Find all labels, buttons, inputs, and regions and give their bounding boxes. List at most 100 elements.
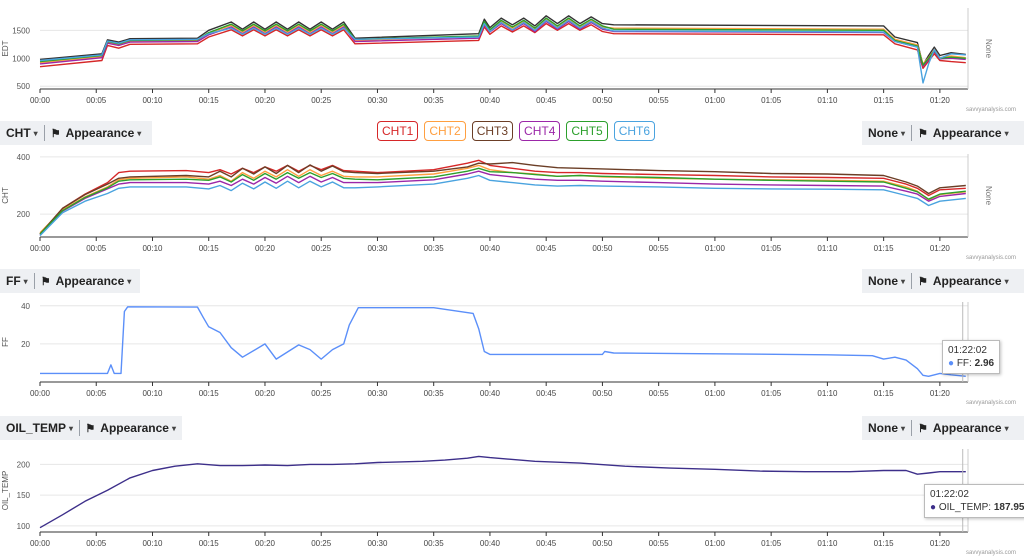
x-tick-label: 00:05 <box>86 389 107 398</box>
tooltip-time: 01:22:02 <box>948 345 987 356</box>
x-tick-label: 00:45 <box>536 244 557 253</box>
x-tick-label: 01:00 <box>705 389 726 398</box>
tooltip-value: 2.96 <box>974 358 995 369</box>
series-dot-icon: ● <box>948 358 955 369</box>
cht-metric-select[interactable]: CHT ▾ <box>0 126 44 140</box>
appearance-label: Appearance <box>100 421 169 435</box>
legend-item-cht1[interactable]: CHT1 <box>377 121 419 141</box>
oil-right-axis-select[interactable]: None ▾ <box>862 421 911 435</box>
x-tick-label: 00:20 <box>255 539 276 548</box>
watermark: savvyanalysis.com <box>966 550 1016 556</box>
legend-label: CHT6 <box>618 124 651 138</box>
divider <box>911 125 913 141</box>
x-tick-label: 01:00 <box>705 539 726 548</box>
x-tick-label: 00:45 <box>536 539 557 548</box>
x-tick-label: 01:05 <box>761 539 782 548</box>
x-tick-label: 00:10 <box>142 389 163 398</box>
ff-metric-select[interactable]: FF ▾ <box>0 274 34 288</box>
ff-appearance-button[interactable]: ⚑ Appearance ▾ <box>35 274 138 288</box>
y-tick-label: 40 <box>21 302 30 311</box>
x-tick-label: 00:10 <box>142 539 163 548</box>
x-tick-label: 00:55 <box>649 539 670 548</box>
appearance-label: Appearance <box>932 421 1002 435</box>
cht-right-controls: None ▾ ⚑ Appearance ▾ <box>862 121 1024 145</box>
x-tick-label: 00:40 <box>480 539 501 548</box>
x-tick-label: 00:55 <box>649 96 670 105</box>
cht-right-appearance-button[interactable]: ⚑ Appearance ▾ <box>912 126 1015 140</box>
y-tick-label: 1000 <box>12 54 30 63</box>
divider <box>911 420 913 436</box>
x-tick-label: 01:10 <box>817 96 838 105</box>
oil-chart[interactable]: 100 150 200 00:00 00:05 00:10 00:15 00:20 00:25 0… <box>0 443 1024 557</box>
x-tick-label: 00:15 <box>199 389 220 398</box>
series-line-cht5 <box>39 167 966 235</box>
ff-chart[interactable]: 20 40 00:00 00:05 00:10 00:15 00:20 00:25 00:30 0… <box>0 296 1024 412</box>
chevron-down-icon: ▾ <box>69 423 74 433</box>
x-tick-label: 00:50 <box>592 244 613 253</box>
legend-item-cht4[interactable]: CHT4 <box>519 121 561 141</box>
x-tick-label: 00:55 <box>649 389 670 398</box>
divider <box>43 125 45 141</box>
y-tick-label: 100 <box>17 522 31 531</box>
ff-right-appearance-button[interactable]: ⚑ Appearance ▾ <box>912 274 1015 288</box>
right-axis-label: None <box>868 421 898 435</box>
tooltip-value-row: ● OIL_TEMP: 187.95 <box>930 501 1024 514</box>
ff-toolbar: FF ▾ ⚑ Appearance ▾ None ▾ ⚑ Appearance ▾ <box>0 269 1024 293</box>
x-tick-label: 01:15 <box>874 539 895 548</box>
oil-right-appearance-button[interactable]: ⚑ Appearance ▾ <box>912 421 1015 435</box>
x-tick-label: 00:00 <box>30 244 51 253</box>
chevron-down-icon: ▾ <box>23 276 28 286</box>
legend-label: CHT4 <box>524 124 556 138</box>
x-tick-label: 00:25 <box>311 244 332 253</box>
ff-right-axis-select[interactable]: None ▾ <box>862 274 911 288</box>
oil-metric-label: OIL_TEMP <box>6 421 67 435</box>
series-line <box>40 306 966 378</box>
y-axis-label: CHT <box>1 187 10 204</box>
right-axis-label: None <box>868 126 898 140</box>
x-tick-label: 00:15 <box>199 539 220 548</box>
x-tick-label: 00:10 <box>142 96 163 105</box>
appearance-label: Appearance <box>55 274 125 288</box>
legend-label: CHT5 <box>571 124 603 138</box>
x-tick-label: 00:05 <box>86 244 107 253</box>
egt-chart[interactable]: 500 1000 1500 00:00 00:05 00:10 00:15 00:20 00:2… <box>0 0 1024 113</box>
series-line-cht3 <box>39 161 966 235</box>
cht-right-axis-select[interactable]: None ▾ <box>862 126 911 140</box>
x-tick-label: 00:20 <box>255 389 276 398</box>
legend-label: CHT3 <box>476 124 509 138</box>
tag-icon: ⚑ <box>918 127 928 140</box>
oil-metric-select[interactable]: OIL_TEMP ▾ <box>0 421 79 435</box>
series-dot-icon: ● <box>930 502 937 513</box>
x-tick-label: 00:40 <box>480 389 501 398</box>
x-tick-label: 00:15 <box>199 244 220 253</box>
legend-label: CHT1 <box>382 124 414 138</box>
legend-item-cht5[interactable]: CHT5 <box>566 121 608 141</box>
legend-item-cht2[interactable]: CHT2 <box>424 121 466 141</box>
series-line-cht1 <box>39 159 966 235</box>
legend-item-cht6[interactable]: CHT6 <box>613 121 656 141</box>
cht-chart[interactable]: 200 400 00:00 00:05 00:10 00:15 00:20 00:25 00:3… <box>0 148 1024 262</box>
series-line <box>39 17 966 66</box>
divider <box>911 273 913 289</box>
y-tick-label: 150 <box>17 491 31 500</box>
x-tick-label: 00:50 <box>592 389 613 398</box>
series-line-cht6 <box>39 174 966 237</box>
series-line <box>39 22 966 70</box>
x-tick-label: 00:10 <box>142 244 163 253</box>
series-line <box>39 455 966 529</box>
ff-right-controls: None ▾ ⚑ Appearance ▾ <box>862 269 1024 293</box>
x-tick-label: 00:05 <box>86 96 107 105</box>
chevron-down-icon: ▾ <box>1004 128 1009 138</box>
ff-left-controls: FF ▾ ⚑ Appearance ▾ <box>0 269 140 293</box>
x-tick-label: 00:35 <box>424 244 445 253</box>
oil-tooltip: 01:22:02 ● OIL_TEMP: 187.95 <box>924 484 1024 518</box>
chevron-down-icon: ▾ <box>901 423 906 433</box>
tag-icon: ⚑ <box>918 275 928 288</box>
series-line <box>39 15 966 66</box>
legend-item-cht3[interactable]: CHT3 <box>471 121 514 141</box>
x-tick-label: 01:10 <box>817 389 838 398</box>
x-tick-label: 00:30 <box>367 539 388 548</box>
series-line <box>39 19 966 84</box>
oil-appearance-button[interactable]: ⚑ Appearance ▾ <box>79 421 182 435</box>
cht-appearance-button[interactable]: ⚑ Appearance ▾ <box>45 126 148 140</box>
